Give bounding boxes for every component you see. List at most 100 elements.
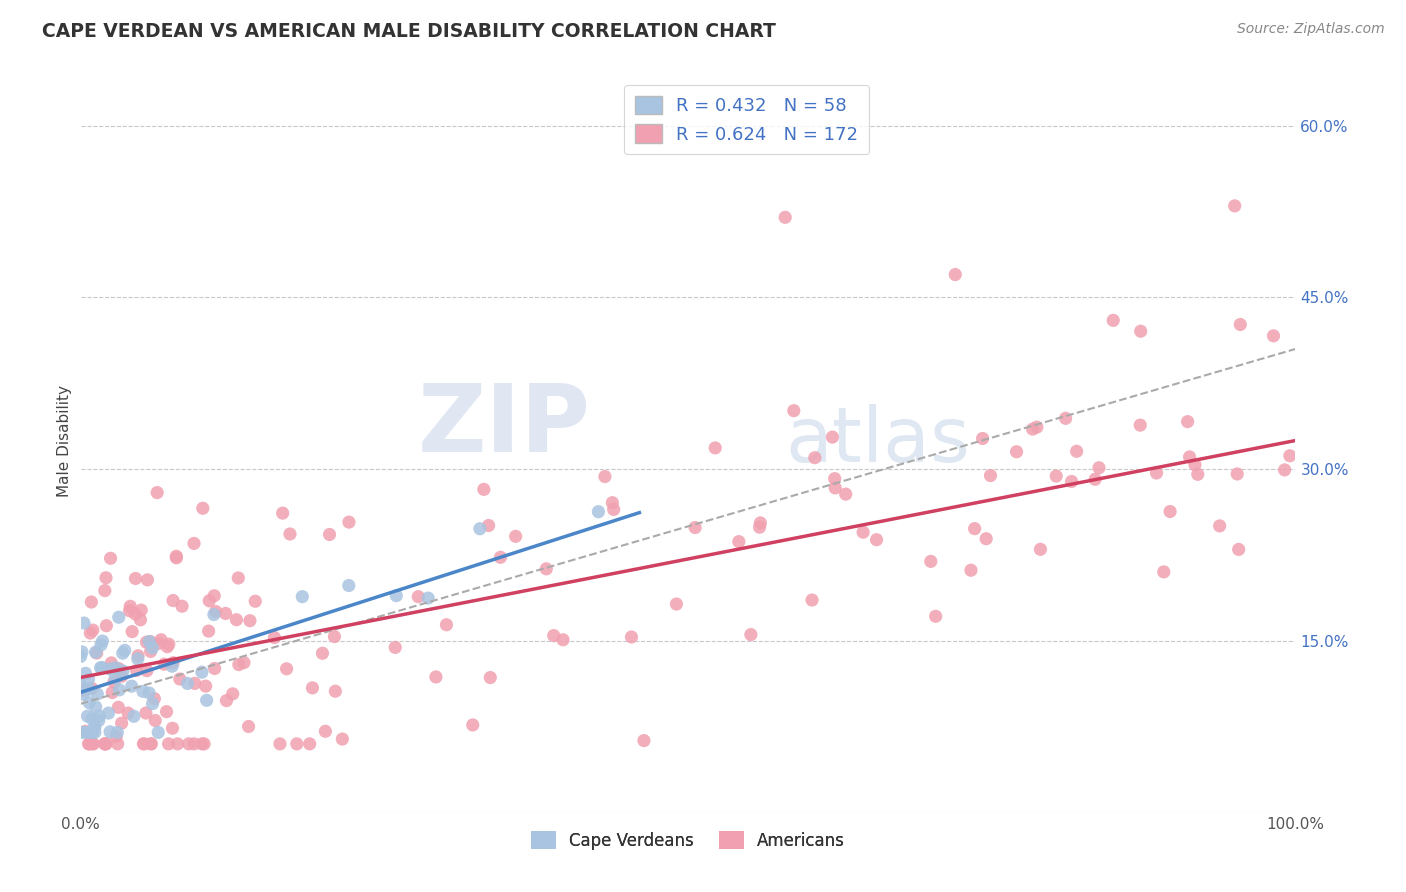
Point [111, 664, 134, 678]
Point [82, 725, 104, 739]
Point [127, 652, 149, 666]
Point [215, 693, 238, 707]
Point [156, 640, 179, 654]
Point [323, 630, 346, 644]
Point [384, 640, 406, 655]
Point [804, 450, 827, 465]
Point [436, 617, 458, 632]
Point [1227, 542, 1250, 557]
Point [385, 589, 408, 603]
Point [191, 737, 214, 751]
Point [197, 624, 219, 639]
Point [146, 485, 169, 500]
Point [70, 682, 93, 697]
Point [107, 662, 129, 676]
Point [138, 634, 160, 648]
Point [406, 590, 429, 604]
Point [193, 737, 215, 751]
Point [239, 614, 262, 628]
Point [120, 599, 142, 614]
Point [80, 595, 103, 609]
Point [202, 607, 225, 622]
Point [943, 268, 966, 282]
Point [94, 737, 117, 751]
Point [665, 597, 688, 611]
Point [1029, 542, 1052, 557]
Point [749, 516, 772, 530]
Point [141, 640, 163, 655]
Point [94, 583, 117, 598]
Text: ZIP: ZIP [418, 380, 591, 472]
Point [118, 604, 141, 618]
Point [121, 624, 143, 639]
Point [1278, 449, 1301, 463]
Point [276, 662, 298, 676]
Y-axis label: Male Disability: Male Disability [58, 384, 72, 497]
Point [91, 634, 114, 648]
Point [87, 714, 110, 728]
Point [94, 737, 117, 751]
Point [1187, 467, 1209, 482]
Point [150, 632, 173, 647]
Point [337, 578, 360, 592]
Point [425, 670, 447, 684]
Point [135, 635, 157, 649]
Point [214, 607, 236, 621]
Point [1153, 565, 1175, 579]
Point [543, 629, 565, 643]
Point [135, 706, 157, 720]
Point [124, 572, 146, 586]
Point [225, 613, 247, 627]
Point [920, 554, 942, 568]
Point [165, 549, 187, 564]
Point [835, 487, 858, 501]
Point [129, 603, 152, 617]
Point [76, 709, 98, 723]
Point [301, 681, 323, 695]
Point [83, 720, 105, 734]
Point [82, 737, 104, 751]
Point [704, 441, 727, 455]
Point [727, 534, 749, 549]
Point [472, 483, 495, 497]
Point [551, 632, 574, 647]
Point [107, 737, 129, 751]
Point [169, 672, 191, 686]
Point [824, 472, 846, 486]
Point [278, 527, 301, 541]
Point [138, 686, 160, 700]
Point [121, 679, 143, 693]
Point [79, 626, 101, 640]
Point [132, 737, 155, 751]
Point [132, 737, 155, 751]
Point [824, 481, 846, 495]
Point [157, 737, 180, 751]
Point [602, 496, 624, 510]
Point [90, 638, 112, 652]
Point [1178, 450, 1201, 464]
Point [73, 683, 96, 698]
Point [1263, 329, 1285, 343]
Point [100, 656, 122, 670]
Point [1066, 444, 1088, 458]
Point [72, 687, 94, 701]
Point [105, 725, 128, 739]
Point [285, 737, 308, 751]
Point [94, 737, 117, 751]
Point [468, 522, 491, 536]
Point [1274, 463, 1296, 477]
Point [170, 599, 193, 614]
Point [633, 733, 655, 747]
Point [70, 725, 93, 739]
Point [330, 732, 353, 747]
Point [1229, 318, 1251, 332]
Point [202, 589, 225, 603]
Point [77, 673, 100, 687]
Point [226, 571, 249, 585]
Point [103, 675, 125, 690]
Point [593, 469, 616, 483]
Point [972, 432, 994, 446]
Point [801, 593, 824, 607]
Point [1159, 504, 1181, 518]
Point [337, 515, 360, 529]
